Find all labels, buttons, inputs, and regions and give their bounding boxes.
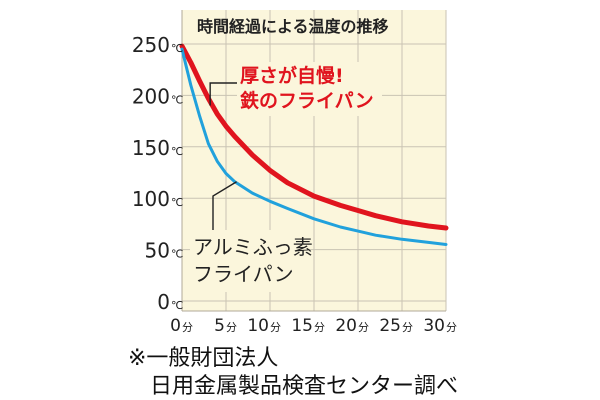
y-tick-label: 150	[132, 136, 170, 160]
source-note-line-2: 日用金属製品検査センター調べ	[150, 374, 459, 399]
y-tick-unit: ℃	[171, 93, 183, 106]
x-tick-label: 10	[247, 316, 269, 336]
y-tick-unit: ℃	[171, 196, 183, 209]
x-tick-unit: 分	[402, 321, 413, 334]
x-tick-labels: 0 分 5 分 10 分 15 分 20 分 25 分 30 分	[170, 316, 457, 336]
x-tick-unit: 分	[270, 321, 281, 334]
y-tick-unit: ℃	[171, 299, 183, 312]
aluminum-pan-leader	[212, 181, 237, 232]
iron-pan-line	[179, 43, 449, 231]
x-tick-label: 5	[214, 316, 225, 336]
chart-title: 時間経過による温度の推移	[197, 17, 389, 36]
aluminum-pan-line	[180, 47, 448, 246]
aluminum-pan-label-bg	[190, 230, 308, 292]
y-tick-label: 250	[132, 33, 170, 57]
x-tick-label: 0	[170, 316, 181, 336]
x-tick-unit: 分	[182, 321, 193, 334]
x-tick-unit: 分	[314, 321, 325, 334]
x-tick-label: 20	[335, 316, 357, 336]
x-tick-unit: 分	[446, 321, 457, 334]
iron-pan-label: 厚さが自慢!鉄のフライパン	[240, 64, 374, 112]
iron-pan-label-bg	[237, 62, 382, 116]
y-tick-unit: ℃	[171, 248, 183, 261]
x-tick-unit: 分	[226, 321, 237, 334]
x-tick-label: 25	[379, 316, 401, 336]
y-tick-label: 200	[132, 84, 170, 108]
y-tick-label: 50	[145, 239, 170, 263]
x-tick-label: 30	[423, 316, 445, 336]
source-note-line-1: ※一般財団法人	[128, 346, 279, 371]
y-tick-unit: ℃	[171, 42, 183, 55]
x-tick-unit: 分	[358, 321, 369, 334]
y-tick-label: 100	[132, 187, 170, 211]
aluminum-pan-label: アルミふっ素フライパン	[193, 235, 313, 286]
x-tick-label: 15	[291, 316, 313, 336]
y-tick-unit: ℃	[171, 145, 183, 158]
y-tick-label: 0	[157, 290, 170, 314]
iron-pan-leader	[209, 82, 237, 106]
series-lines	[179, 43, 449, 246]
